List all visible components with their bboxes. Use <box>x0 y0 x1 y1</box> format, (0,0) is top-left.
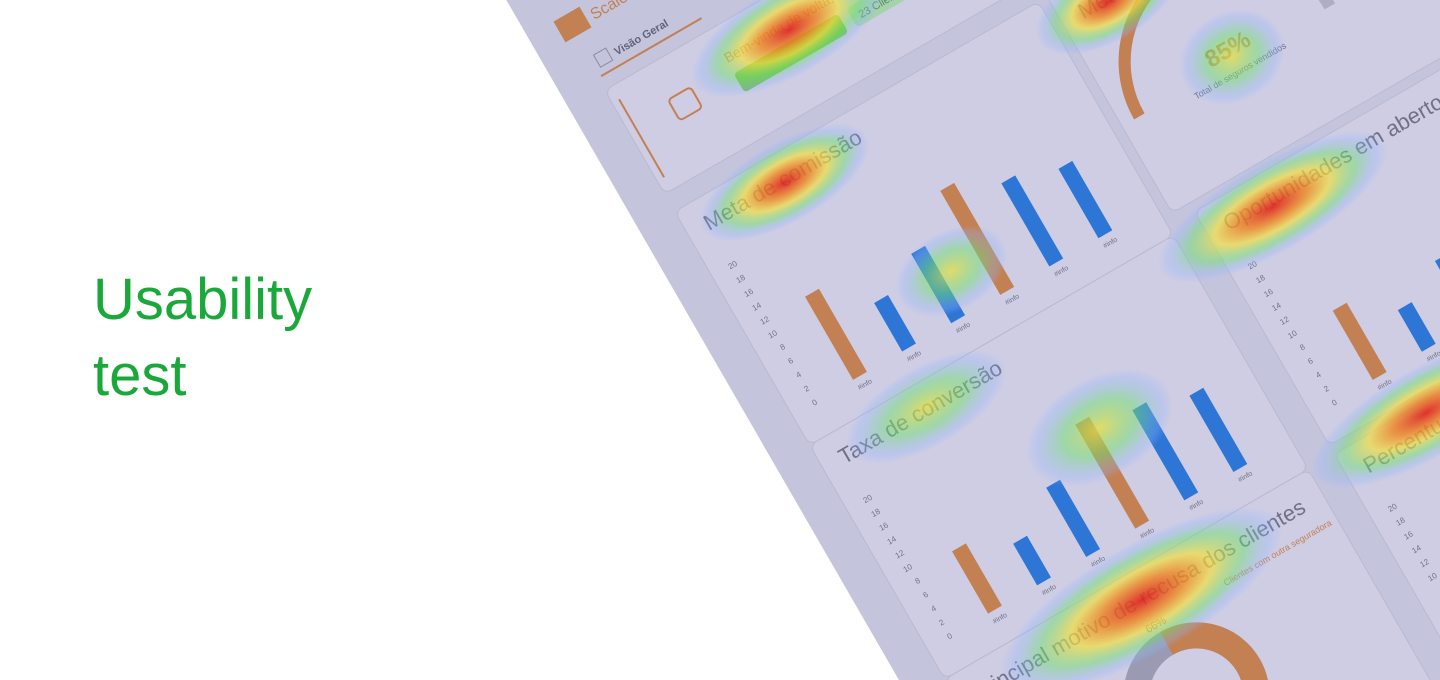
heat-spot <box>895 225 1008 317</box>
y-tick-label: 6 <box>922 590 931 600</box>
bar <box>1046 479 1101 558</box>
card <box>1049 0 1440 211</box>
y-tick-label: 6 <box>787 356 796 366</box>
bar <box>952 543 1002 614</box>
bar <box>1332 302 1387 381</box>
heat-spot <box>700 123 870 242</box>
bar <box>805 288 867 380</box>
bar <box>1189 387 1248 473</box>
calendar-icon <box>668 87 702 121</box>
heat-spot <box>845 350 1007 464</box>
y-tick-label: 4 <box>930 603 939 613</box>
bar <box>1001 175 1064 267</box>
bar <box>1058 160 1113 239</box>
y-tick-label: 2 <box>1322 384 1331 394</box>
nav-underline <box>600 17 703 78</box>
accent <box>618 98 665 178</box>
heat-spot <box>1311 337 1440 489</box>
brand-logo <box>553 6 592 43</box>
y-tick-label: 4 <box>795 370 804 380</box>
y-tick-label: 0 <box>946 631 955 641</box>
nav-icon <box>592 47 614 68</box>
heat-spot <box>1179 9 1285 105</box>
y-tick-label: 2 <box>938 617 947 627</box>
y-tick-label: 0 <box>811 397 820 407</box>
card <box>1196 4 1440 444</box>
y-tick-label: 6 <box>1306 356 1315 366</box>
y-tick-label: 8 <box>914 576 923 586</box>
bar <box>874 295 916 352</box>
headline: Usability test <box>93 267 313 408</box>
heat-spot <box>1026 368 1174 487</box>
y-tick-label: 2 <box>803 383 812 393</box>
heat-spot <box>1035 0 1180 55</box>
bar <box>1013 535 1051 586</box>
y-tick-label: 8 <box>1298 342 1307 352</box>
heat-haze <box>315 0 1440 680</box>
card <box>1336 246 1440 680</box>
bar <box>1397 302 1436 352</box>
y-tick-label: 0 <box>1330 397 1339 407</box>
gauge-arc <box>1118 0 1298 120</box>
heat-spot <box>691 0 888 98</box>
y-tick-label: 8 <box>1438 585 1440 595</box>
heat-spot <box>1000 507 1283 680</box>
heat-spot <box>1157 131 1388 283</box>
y-tick-label: 4 <box>1314 370 1323 380</box>
y-tick-label: 8 <box>779 342 788 352</box>
